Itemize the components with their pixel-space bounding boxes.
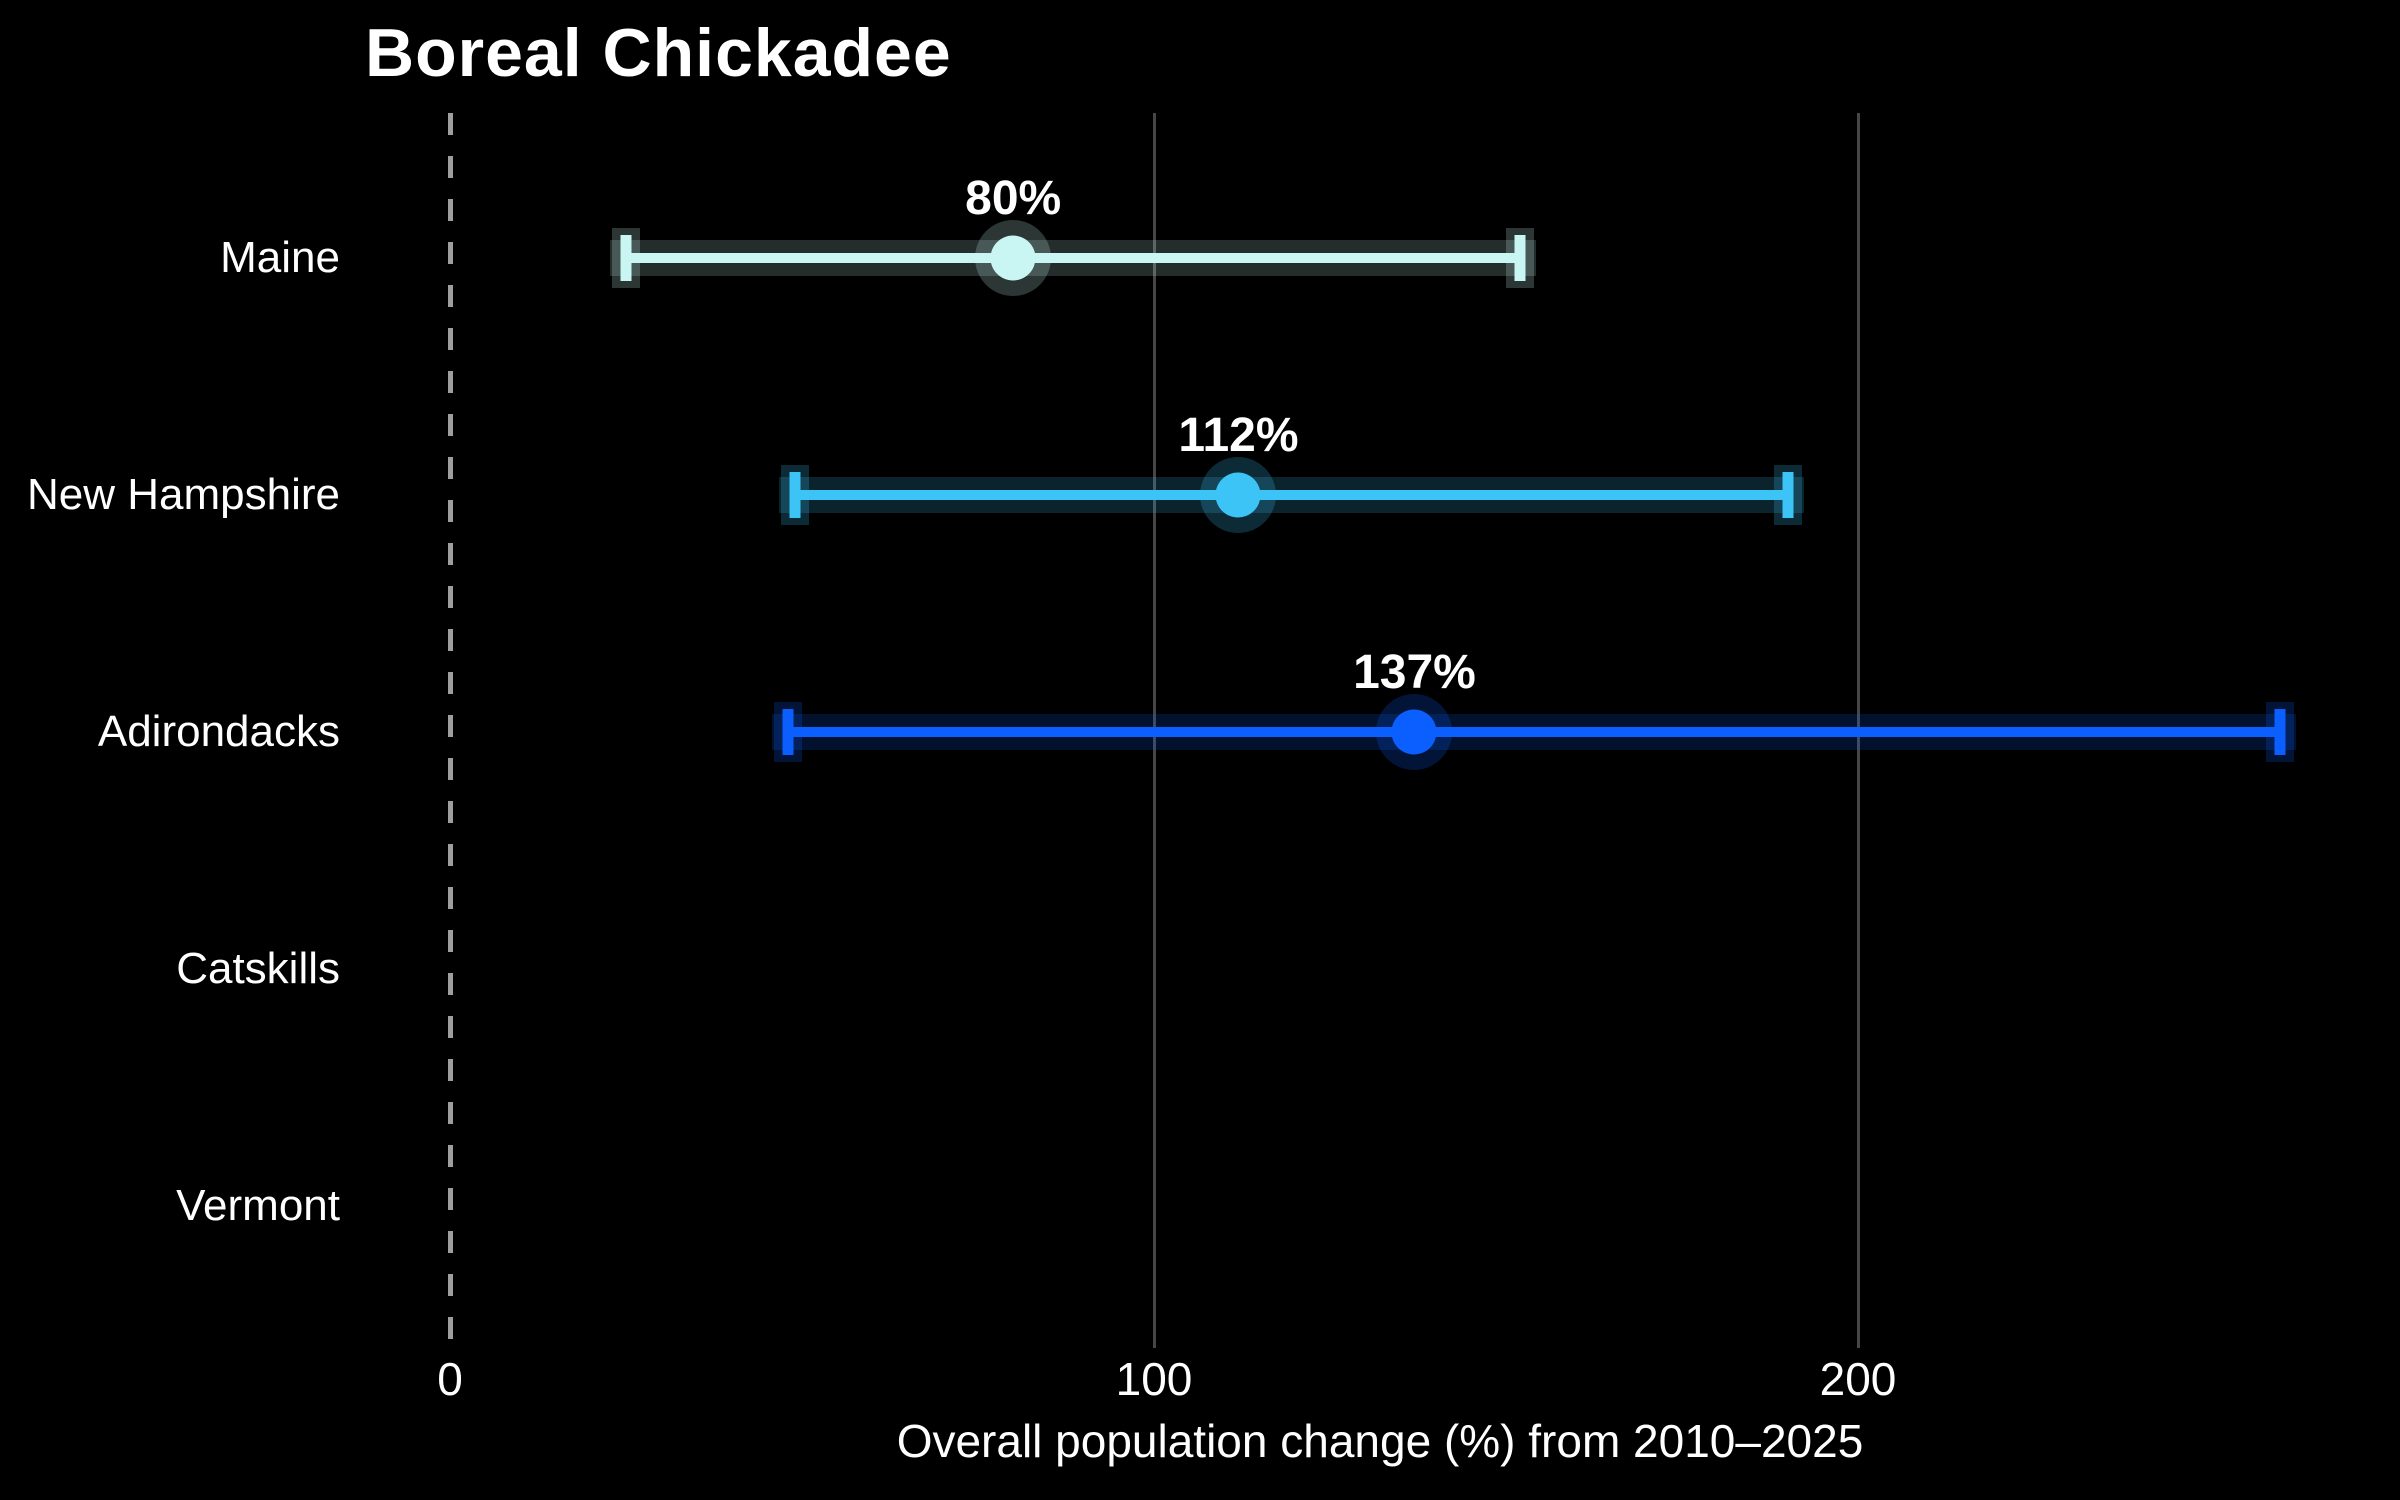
errorbar-cap-left-maine — [620, 235, 632, 281]
value-label-adirondacks: 137% — [1353, 646, 1476, 699]
x-tick-label-100: 100 — [1115, 1353, 1193, 1405]
value-label-new-hampshire: 112% — [1178, 409, 1299, 462]
errorbar-cap-right-maine — [1514, 235, 1526, 281]
y-axis-label-maine: Maine — [220, 233, 340, 282]
x-tick-label-0: 0 — [437, 1353, 463, 1405]
value-label-maine: 80% — [965, 172, 1062, 225]
chart-title: Boreal Chickadee — [365, 15, 952, 91]
errorbar-cap-left-adirondacks — [782, 709, 794, 755]
errorbar-cap-left-new-hampshire — [789, 472, 801, 518]
errorbar-new-hampshire — [794, 490, 1788, 500]
y-axis-label-adirondacks: Adirondacks — [97, 707, 340, 756]
y-axis-label-vermont: Vermont — [176, 1181, 340, 1230]
errorbar-cap-right-new-hampshire — [1782, 472, 1794, 518]
errorbar-cap-right-adirondacks — [2274, 709, 2286, 755]
errorbar-maine — [626, 253, 1521, 263]
x-tick-label-200: 200 — [1819, 1353, 1897, 1405]
x-axis-title: Overall population change (%) from 2010–… — [896, 1415, 1864, 1467]
y-axis-label-new-hampshire: New Hampshire — [27, 470, 340, 519]
data-point-adirondacks — [1391, 709, 1437, 755]
y-axis-label-catskills: Catskills — [176, 944, 340, 993]
zero-baseline — [448, 113, 453, 1348]
data-point-maine — [990, 235, 1036, 281]
data-point-new-hampshire — [1215, 472, 1261, 518]
errorbar-adirondacks — [787, 727, 2281, 737]
